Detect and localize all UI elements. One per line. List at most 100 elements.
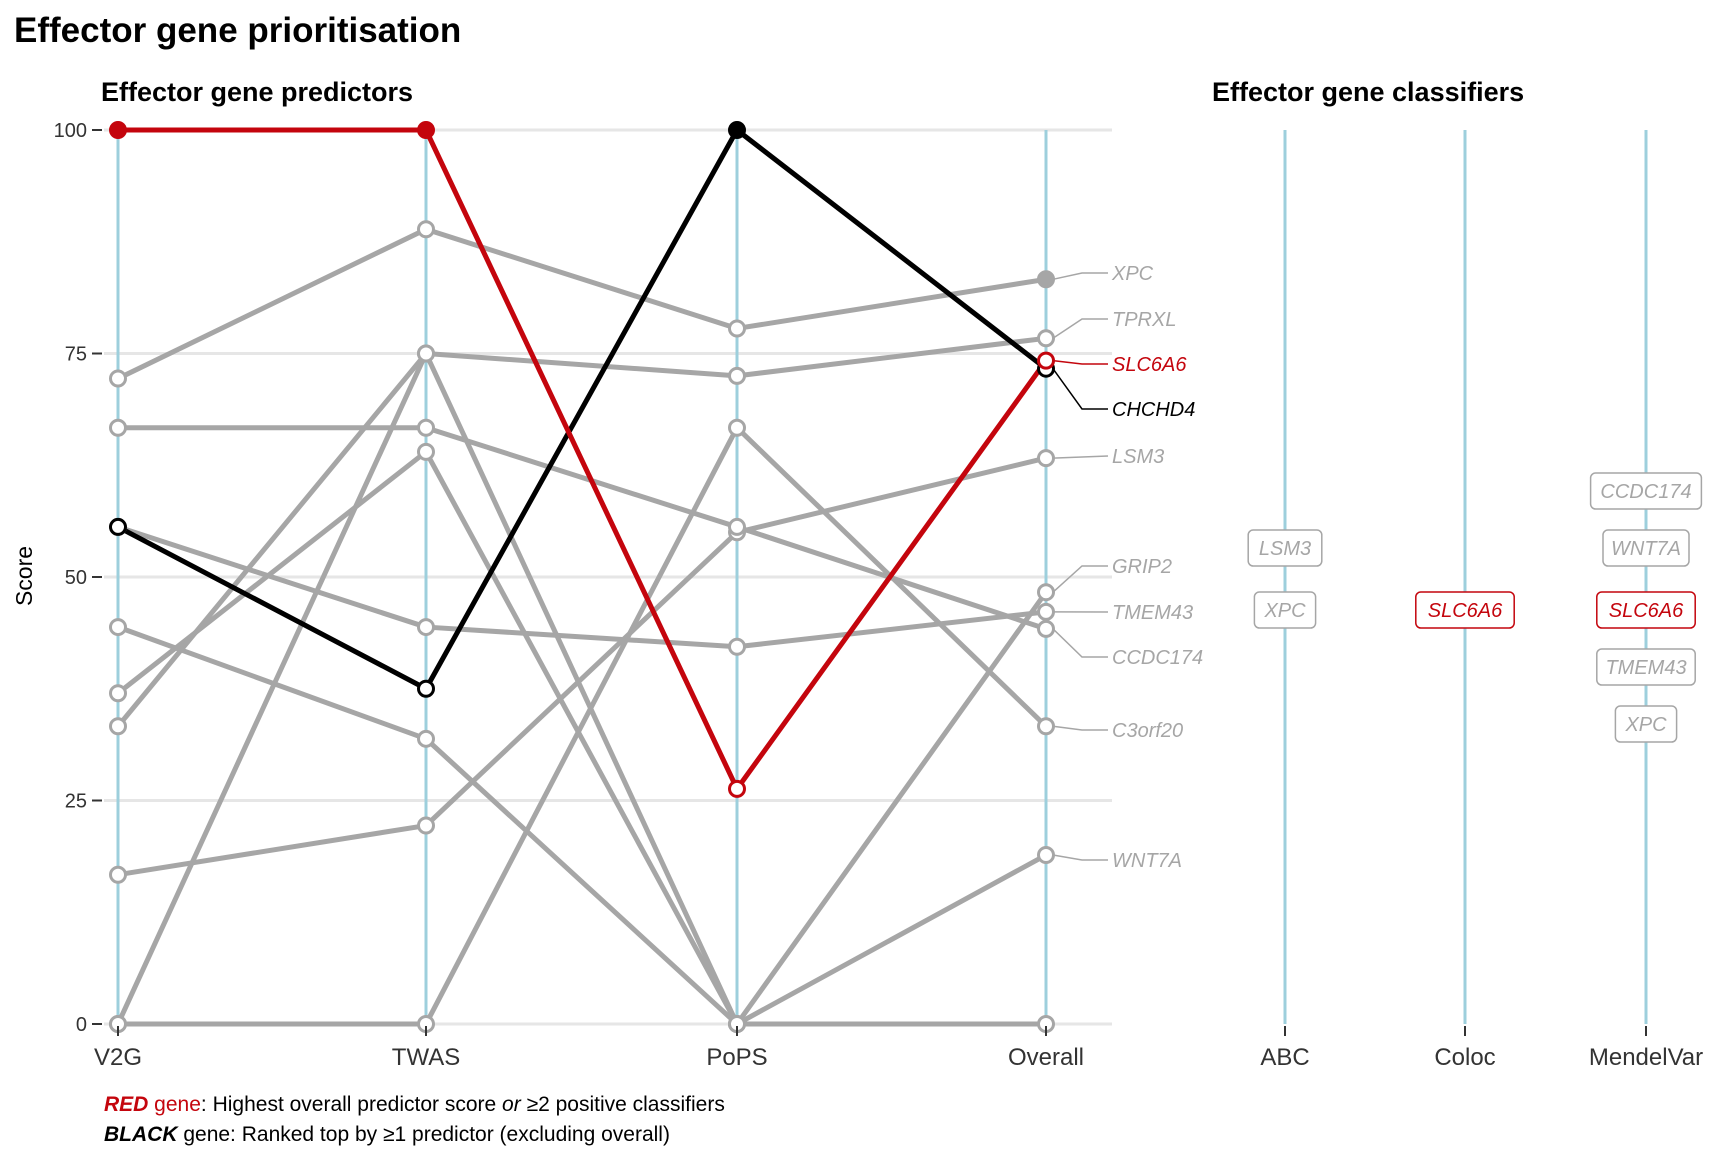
overall-label-chchd4: CHCHD4	[1112, 399, 1195, 421]
point-ccdc174-overall	[1037, 619, 1055, 638]
point-ccdc174-v2g	[109, 418, 127, 437]
point-unlabeled-10-v2g	[109, 618, 127, 637]
overall-label-ccdc174: CCDC174	[1112, 647, 1203, 669]
overall-label-tmem43: TMEM43	[1112, 602, 1193, 624]
legend-black: BLACK gene: Ranked top by ≥1 predictor (…	[104, 1123, 670, 1146]
tick-labels: 0 25 50 75 100 V2G TWAS PoPS Overall ABC Coloc Mend…	[54, 120, 1704, 1071]
x-tick-label-coloc: Coloc	[1434, 1044, 1495, 1071]
x-tick-label-twas: TWAS	[392, 1044, 460, 1071]
y-tick-label-25: 25	[65, 791, 87, 813]
point-lsm3-v2g	[109, 865, 127, 884]
x-tick-label-abc: ABC	[1260, 1044, 1309, 1071]
series-line-wnt7a	[116, 351, 1048, 1027]
overall-label-xpc: XPC	[1111, 263, 1154, 285]
legend-red-text-2: ≥2 positive classifiers	[521, 1093, 725, 1116]
point-grip2-v2g	[109, 684, 127, 703]
legend-black-text: gene: Ranked top by ≥1 predictor (exclud…	[178, 1123, 670, 1146]
classifier-label-abc-xpc: XPC	[1263, 600, 1306, 622]
classifier-box-abc-lsm3	[1247, 529, 1323, 567]
label-leader-chchd4	[1052, 368, 1108, 410]
y-tick-label-100: 100	[54, 120, 87, 142]
point-slc6a6-overall	[1037, 351, 1055, 370]
gridlines	[104, 128, 1112, 1026]
y-tick-label-75: 75	[65, 344, 87, 366]
y-tick-label-0: 0	[76, 1014, 87, 1036]
label-leader-lsm3	[1052, 455, 1109, 459]
point-unlabeled-10-twas	[417, 729, 435, 748]
point-xpc-twas	[417, 220, 435, 239]
point-c3orf20-pops	[728, 418, 746, 437]
classifier-box-coloc-slc6a6	[1415, 591, 1515, 629]
classifiers-title: Effector gene classifiers	[1212, 77, 1524, 107]
classifier-gene-labels: LSM3 XPC SLC6A6 CCDC174 WNT7A SLC6A6 TMEM43 XPC	[1247, 472, 1703, 743]
classifier-box-mendelvar-wnt7a	[1602, 529, 1690, 567]
overall-label-lsm3: LSM3	[1112, 446, 1164, 468]
category-axes	[116, 130, 1648, 1024]
overall-label-wnt7a: WNT7A	[1112, 850, 1182, 872]
classifier-box-abc-xpc	[1253, 591, 1317, 629]
point-tprxl-overall	[1037, 329, 1055, 348]
classifier-label-abc-lsm3: LSM3	[1259, 538, 1311, 560]
point-lsm3-twas	[417, 816, 435, 835]
point-tprxl-pops	[728, 366, 746, 385]
point-chchd4-v2g	[109, 517, 127, 536]
point-xpc-pops	[728, 319, 746, 338]
point-tmem43-pops	[728, 637, 746, 656]
legend-red: RED gene: Highest overall predictor scor…	[104, 1093, 725, 1116]
label-leader-c3orf20	[1052, 725, 1108, 731]
overall-label-slc6a6: SLC6A6	[1112, 354, 1187, 376]
point-tmem43-overall	[1037, 602, 1055, 621]
label-leader-xpc	[1052, 272, 1108, 281]
point-ccdc174-pops	[728, 517, 746, 536]
y-axis-label: Score	[11, 546, 37, 606]
y-tick-label-50: 50	[65, 567, 87, 589]
point-ccdc174-twas	[417, 418, 435, 437]
series-line-xpc	[116, 226, 1047, 381]
point-grip2-overall	[1037, 583, 1055, 602]
series-line-slc6a6	[118, 127, 1049, 792]
point-slc6a6-pops	[728, 779, 746, 798]
point-wnt7a-twas	[417, 344, 435, 363]
classifier-box-mendelvar-tmem43	[1596, 648, 1696, 686]
point-xpc-overall	[1037, 270, 1055, 289]
legend-red-text: : Highest overall predictor score	[201, 1093, 502, 1116]
point-grip2-twas	[417, 442, 435, 461]
series-line-tmem43	[117, 524, 1047, 650]
series-line-grip2	[116, 449, 1049, 1027]
overall-gene-labels: XPC TPRXL SLC6A6 CHCHD4 LSM3 GRIP2 TMEM43 CCDC1…	[1052, 263, 1203, 872]
overall-label-tprxl: TPRXL	[1112, 309, 1176, 331]
series-line-chchd4	[116, 127, 1048, 692]
point-tmem43-twas	[417, 618, 435, 637]
point-wnt7a-overall	[1037, 846, 1055, 865]
series-lines	[115, 127, 1049, 1027]
legend-red-or: or	[502, 1093, 522, 1116]
classifier-box-mendelvar-ccdc174	[1589, 472, 1703, 510]
predictors-title: Effector gene predictors	[101, 77, 413, 107]
label-leader-slc6a6	[1052, 359, 1108, 365]
overall-label-grip2: GRIP2	[1112, 556, 1172, 578]
series-line-tprxl	[115, 335, 1047, 1026]
x-tick-label-v2g: V2G	[94, 1044, 142, 1071]
x-tick-label-pops: PoPS	[706, 1044, 767, 1071]
label-leader-ccdc174	[1052, 628, 1108, 658]
point-c3orf20-overall	[1037, 717, 1055, 736]
label-leader-grip2	[1052, 565, 1108, 593]
x-tick-label-mendelvar: MendelVar	[1589, 1044, 1703, 1071]
classifier-label-mendelvar-tmem43: TMEM43	[1605, 657, 1686, 679]
classifier-label-mendelvar-xpc: XPC	[1624, 714, 1667, 736]
series-points	[109, 121, 1055, 1033]
figure-title: Effector gene prioritisation	[14, 11, 461, 50]
point-chchd4-pops	[728, 121, 746, 139]
classifier-label-mendelvar-wnt7a: WNT7A	[1611, 538, 1681, 560]
classifier-label-mendelvar-slc6a6: SLC6A6	[1609, 600, 1684, 622]
legend-red-bold: RED	[104, 1093, 148, 1116]
label-leader-wnt7a	[1052, 854, 1108, 861]
classifier-box-mendelvar-slc6a6	[1596, 591, 1696, 629]
point-wnt7a-v2g	[109, 717, 127, 736]
point-slc6a6-v2g	[109, 121, 127, 139]
classifier-box-mendelvar-xpc	[1614, 705, 1678, 743]
classifier-label-mendelvar-ccdc174: CCDC174	[1600, 481, 1691, 503]
label-leader-tprxl	[1052, 318, 1108, 339]
series-line-unlabeled-10	[117, 624, 1046, 1027]
